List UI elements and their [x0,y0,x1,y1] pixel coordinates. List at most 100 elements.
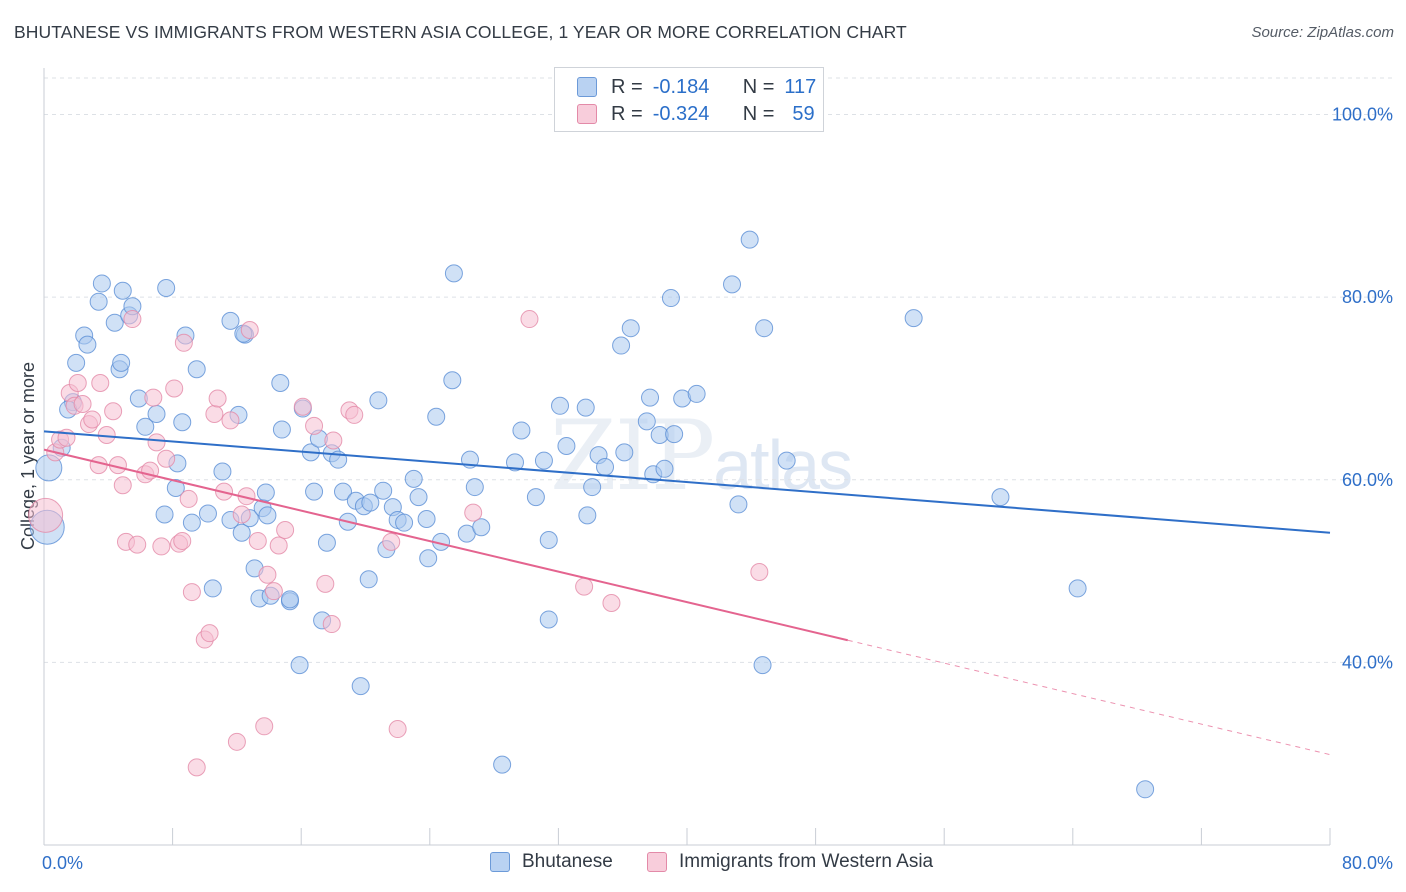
immigrants-point [276,520,295,539]
bhutanese-point [534,451,553,470]
immigrants-point [227,732,246,751]
immigrants-point [205,405,224,424]
bhutanese-point [157,279,176,298]
r-label: R = [611,102,643,125]
y-tick-label: 40.0% [1342,652,1393,672]
bhutanese-point [621,319,640,338]
bhutanese-point [526,488,545,507]
bhutanese-point [615,443,634,462]
bhutanese-trendline [43,430,1331,534]
bhutanese-point [512,421,531,440]
source-label: Source: ZipAtlas.com [1251,24,1394,41]
bhutanese-point [493,755,512,774]
bhutanese-point [557,436,576,455]
immigrants-point [28,497,64,533]
immigrants-point [89,456,108,475]
immigrants-point [152,537,171,556]
immigrants-point [255,717,274,736]
bhutanese-point [1136,780,1155,799]
bhutanese-point [419,549,438,568]
bhutanese-point [740,230,759,249]
r-value: -0.324 [652,102,710,125]
bhutanese-point [67,353,86,372]
bhutanese-point [374,481,393,500]
immigrants-point [68,373,87,392]
bhutanese-point [78,335,97,354]
legend-label: Immigrants from Western Asia [679,851,934,872]
y-tick-label: 60.0% [1342,470,1393,490]
bhutanese-point [723,275,742,294]
bhutanese-point [578,506,597,525]
bhutanese-point [729,495,748,514]
immigrants-point [174,333,193,352]
immigrants-point [293,397,312,416]
bhutanese-point [113,281,132,300]
bhutanese-point [147,405,166,424]
bhutanese-point [173,413,192,432]
bhutanese-point [92,274,111,293]
bhutanese-point [612,336,631,355]
bhutanese-point [904,309,923,328]
bhutanese-point [404,469,423,488]
series-legend: Bhutanese Immigrants from Western Asia [0,851,1406,879]
bhutanese-point [655,459,674,478]
bhutanese-point [290,656,309,675]
immigrants-point [382,532,401,551]
immigrants-trendline-extension [847,639,1331,756]
bhutanese-point [256,483,275,502]
immigrants-point [324,431,343,450]
bhutanese-point [271,373,290,392]
x-tick-label: 80.0% [1342,853,1393,873]
bhutanese-point [1068,579,1087,598]
immigrants-point [240,321,259,340]
immigrants-point [520,310,539,329]
bhutanese-point [351,677,370,696]
bhutanese-point [444,264,463,283]
n-label: N = [742,75,775,98]
bhutanese-point [359,570,378,589]
immigrants-point [464,503,483,522]
immigrants-point [269,536,288,555]
bhutanese-point [576,398,595,417]
immigrants-point [179,489,198,508]
bhutanese-point [198,504,217,523]
r-label: R = [611,75,643,98]
legend-item-bhutanese: Bhutanese [490,851,613,873]
immigrants-point [83,410,102,429]
immigrants-point [144,388,163,407]
bhutanese-point [232,523,251,542]
watermark-zip: ZIP [550,400,715,512]
immigrants-trendline [43,448,848,642]
bhutanese-point [665,425,684,444]
pink-swatch [577,104,597,124]
immigrants-point [322,615,341,634]
immigrants-point [388,720,407,739]
bhutanese-point [637,412,656,431]
bhutanese-point [305,482,324,501]
bhutanese-point [641,388,660,407]
bhutanese-point [369,391,388,410]
bhutanese-point [551,396,570,415]
y-axis-label: College, 1 year or more [18,362,38,550]
bhutanese-point [505,453,524,472]
bhutanese-point [409,488,428,507]
chart-title: BHUTANESE VS IMMIGRANTS FROM WESTERN ASI… [14,22,907,42]
immigrants-point [147,433,166,452]
n-value: 59 [792,102,815,125]
y-tick-label: 100.0% [1332,105,1393,125]
bhutanese-point [155,505,174,524]
bhutanese-point [182,513,201,532]
immigrants-point [258,565,277,584]
immigrants-point [602,594,621,613]
blue-swatch [577,77,597,97]
immigrants-point [182,583,201,602]
immigrants-point [128,535,147,554]
legend-row-immigrants: R = -0.324 N = 59 [577,101,815,127]
bhutanese-point [166,478,185,497]
bhutanese-point [417,510,436,529]
pink-swatch [647,852,667,872]
bhutanese-point [258,506,277,525]
bhutanese-point [443,371,462,390]
bhutanese-point [272,420,291,439]
